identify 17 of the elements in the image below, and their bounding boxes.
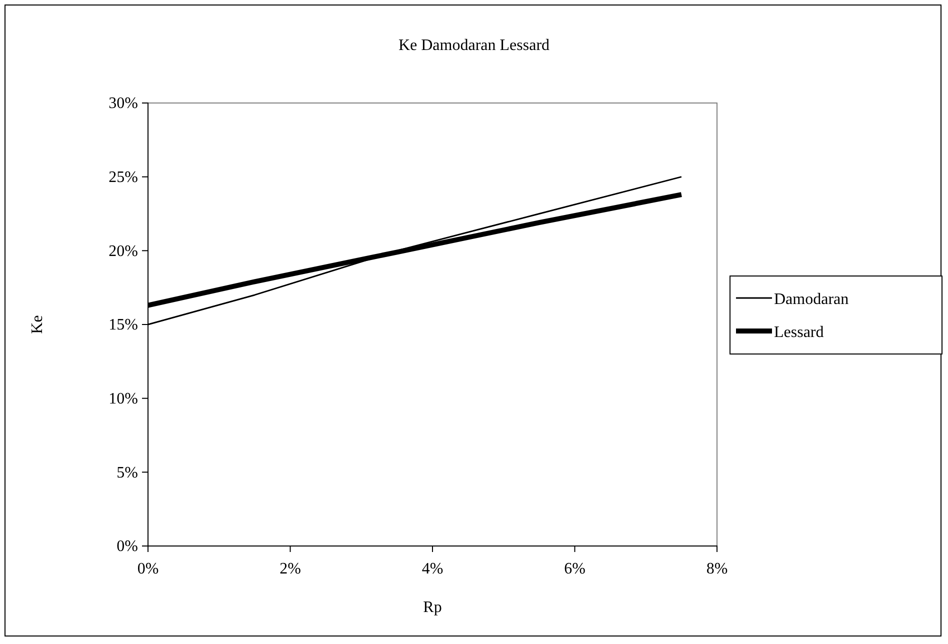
chart-title: Ke Damodaran Lessard xyxy=(398,37,550,54)
x-axis-title: Rp xyxy=(423,599,442,616)
legend-label: Damodaran xyxy=(774,291,849,308)
legend-label: Lessard xyxy=(774,324,824,341)
x-tick-label: 8% xyxy=(706,560,728,578)
y-tick-label: 15% xyxy=(108,316,138,334)
y-tick-label: 20% xyxy=(108,242,138,260)
x-tick-label: 6% xyxy=(564,560,586,578)
y-tick-label: 30% xyxy=(108,95,138,112)
y-tick-label: 10% xyxy=(108,390,138,408)
y-tick-label: 5% xyxy=(116,464,138,482)
y-axis-title: Ke xyxy=(29,315,46,334)
x-tick-label: 2% xyxy=(280,560,301,578)
y-tick-label: 0% xyxy=(116,538,138,556)
x-tick-label: 4% xyxy=(422,560,444,578)
x-tick-label: 0% xyxy=(137,560,159,578)
y-tick-label: 25% xyxy=(108,168,138,186)
